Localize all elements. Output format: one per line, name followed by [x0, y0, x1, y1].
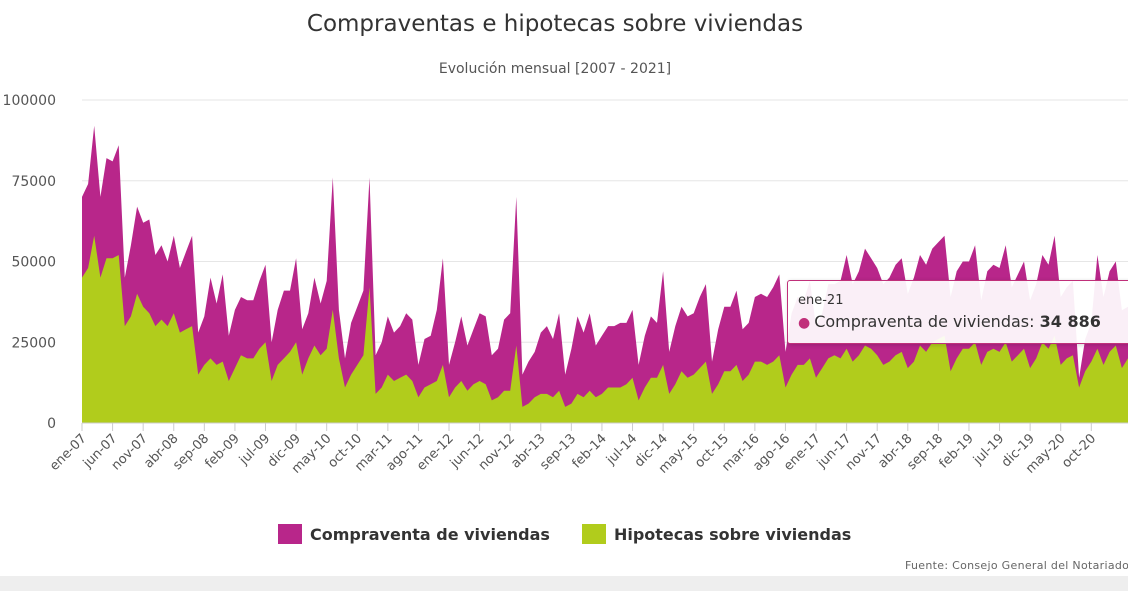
tooltip-line: ● Compraventa de viviendas: 34 886	[798, 312, 1126, 331]
chart-title: Compraventas e hipotecas sobre viviendas	[307, 11, 803, 37]
legend-label-compraventa: Compraventa de viviendas	[310, 524, 550, 544]
y-tick-label: 100000	[3, 93, 56, 109]
legend: Compraventa de viviendas Hipotecas sobre…	[278, 522, 883, 546]
legend-label-hipotecas: Hipotecas sobre viviendas	[613, 524, 852, 544]
y-tick-label: 50000	[11, 255, 56, 271]
x-tick-label: feb-19	[936, 431, 976, 471]
x-tick-label: feb-09	[202, 431, 242, 471]
tooltip-series: Compraventa de viviendas:	[814, 312, 1035, 331]
y-axis: 0 25000 50000 75000 100000	[3, 93, 56, 432]
x-tick-labels: ene-07jun-07nov-07abr-08sep-08feb-09jul-…	[47, 431, 1099, 476]
x-tick-label: oct-20	[1059, 431, 1099, 471]
area-hipotecas	[82, 235, 1128, 423]
y-tick-label: 25000	[11, 335, 56, 351]
tooltip-date: ene-21	[798, 293, 844, 308]
footer-band	[0, 576, 1128, 591]
legend-swatch-hipotecas	[581, 524, 606, 544]
tooltip: ene-21 ● Compraventa de viviendas: 34 886	[787, 280, 1128, 344]
source-credit: Fuente: Consejo General del Notariado	[905, 559, 1128, 572]
tooltip-dot-icon: ●	[798, 315, 811, 331]
y-tick-label: 0	[47, 416, 56, 432]
x-tick-label: ene-07	[47, 431, 90, 474]
y-tick-label: 75000	[11, 174, 56, 190]
chart-subtitle: Evolución mensual [2007 - 2021]	[439, 61, 671, 77]
legend-item-hipotecas[interactable]: Hipotecas sobre viviendas	[581, 524, 852, 544]
legend-item-compraventa[interactable]: Compraventa de viviendas	[278, 524, 550, 544]
x-axis	[81, 422, 1128, 431]
x-tick-label: feb-14	[569, 431, 609, 471]
tooltip-value: 34 886	[1039, 312, 1101, 331]
plot-area	[82, 125, 1128, 424]
legend-swatch-compraventa	[278, 524, 302, 544]
